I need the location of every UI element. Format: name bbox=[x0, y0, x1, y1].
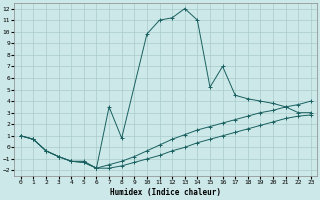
X-axis label: Humidex (Indice chaleur): Humidex (Indice chaleur) bbox=[110, 188, 221, 197]
